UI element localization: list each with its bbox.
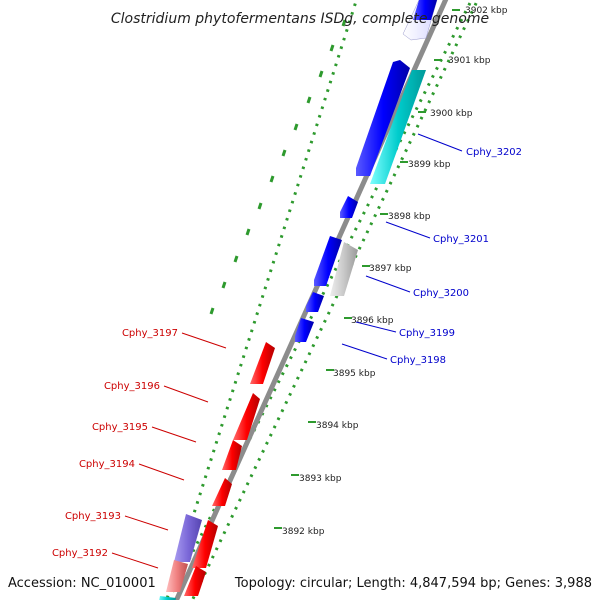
gene-label: Cphy_3201 — [433, 234, 489, 245]
tick-label: 3899 kbp — [408, 160, 451, 170]
forward-gene-labels: Cphy_3197 Cphy_3196 Cphy_3195 Cphy_3194 … — [52, 328, 227, 569]
gene-cphy-3193-purple — [174, 514, 202, 562]
gene-label-leader — [138, 463, 185, 481]
tick-label: 3894 kbp — [316, 421, 359, 431]
gene-label: Cphy_3200 — [413, 288, 469, 299]
gene-cphy-3194 — [212, 478, 232, 506]
gene-label-leader — [417, 133, 463, 152]
tick-label: 3893 kbp — [299, 474, 342, 484]
tick-label: 3892 kbp — [282, 527, 325, 537]
gene-label-leader — [385, 221, 431, 239]
gene-label-leader — [163, 385, 209, 403]
gene-label: Cphy_3199 — [399, 328, 455, 339]
gene-cphy-3202-cyan — [370, 70, 426, 184]
gene-label-leader — [355, 321, 397, 333]
tick-label: 3902 kbp — [465, 6, 508, 16]
gene-label: Cphy_3192 — [52, 548, 108, 559]
gene-cphy-3200-blue — [314, 236, 342, 286]
gene-cphy-3202-blue — [356, 60, 410, 176]
inner-ring-dashes — [209, 19, 347, 315]
gene-label-leader — [151, 426, 197, 443]
gene-label: Cphy_3194 — [79, 459, 135, 470]
gene-label-leader — [341, 343, 388, 360]
gene-label-leader — [181, 332, 227, 349]
tick-label: 3898 kbp — [388, 212, 431, 222]
topology-text: Topology: circular; Length: 4,847,594 bp… — [234, 576, 592, 591]
tick-label: 3900 kbp — [430, 109, 473, 119]
tick-label: 3897 kbp — [369, 264, 412, 274]
gene-cphy-3192-red — [184, 566, 206, 596]
accession-text: Accession: NC_010001 — [8, 576, 156, 591]
gene-label: Cphy_3193 — [65, 511, 121, 522]
gene-label-leader — [365, 275, 411, 293]
gene-label-leader — [124, 515, 169, 531]
tick-group: 3902 kbp 3901 kbp 3900 kbp 3899 kbp 3898… — [274, 6, 508, 537]
tick-label: 3895 kbp — [333, 369, 376, 379]
gene-cphy-3196 — [233, 393, 260, 440]
gene-top-blue — [413, 0, 437, 20]
gene-cphy-3197 — [250, 342, 275, 384]
tick-label: 3901 kbp — [448, 56, 491, 66]
gene-label: Cphy_3195 — [92, 422, 148, 433]
gene-cphy-3193-red — [192, 520, 218, 568]
inner-dotted-ring — [163, 0, 358, 605]
gene-label: Cphy_3198 — [390, 355, 446, 366]
gene-cphy-3198 — [295, 318, 314, 342]
gene-label: Cphy_3197 — [122, 328, 178, 339]
gene-label: Cphy_3196 — [104, 381, 160, 392]
gene-cphy-3195 — [222, 440, 242, 470]
tick-label: 3896 kbp — [351, 316, 394, 326]
far-dotted-ring — [188, 0, 480, 605]
gene-cphy-3199 — [306, 292, 324, 312]
gene-label: Cphy_3202 — [466, 147, 522, 158]
gene-cphy-3192-pink — [166, 560, 188, 592]
map-title: Clostridium phytofermentans ISDg, comple… — [111, 11, 489, 27]
gene-label-leader — [111, 552, 159, 569]
gene-cphy-3200-gray — [330, 242, 358, 296]
reverse-gene-labels: Cphy_3202 Cphy_3201 Cphy_3200 Cphy_3199 … — [341, 133, 522, 366]
gene-cphy-3201 — [340, 196, 358, 218]
